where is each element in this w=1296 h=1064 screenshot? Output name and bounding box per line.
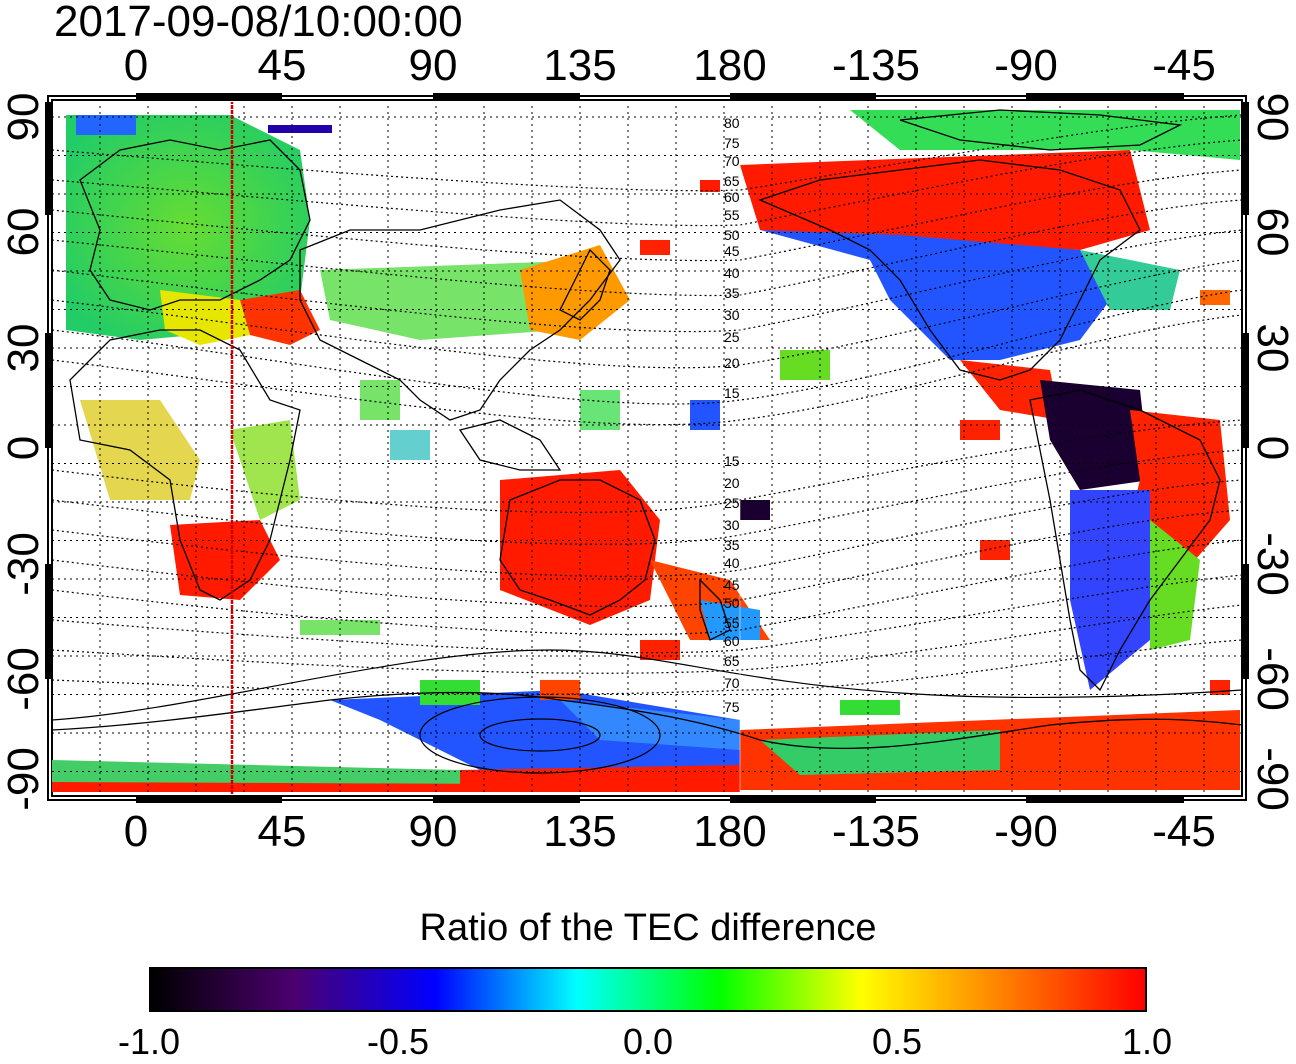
greenland-coast (899, 109, 1183, 151)
tick-top-label: -90 (994, 41, 1058, 90)
contour-label: 50 (724, 595, 740, 611)
contour-label: 15 (724, 453, 740, 469)
colorbar-label: Ratio of the TEC difference (419, 907, 877, 949)
japan-orange (520, 245, 630, 340)
tick-top-label: 135 (543, 41, 617, 90)
south-pole-red (52, 782, 740, 792)
arctic-green (850, 110, 1240, 160)
contour-label: 80 (724, 115, 740, 131)
contour-label: 20 (724, 355, 740, 371)
coastlines (52, 109, 1242, 750)
tick-top-label: 0 (123, 41, 149, 90)
europe-coast (79, 139, 311, 311)
nz-blue (700, 600, 760, 640)
contour-label: 55 (724, 615, 740, 631)
frame-tick-marks (45, 93, 1249, 803)
east-africa-green (230, 420, 300, 520)
europe-red-spots (240, 290, 320, 345)
contour-label: 20 (724, 475, 740, 491)
inner-frame (51, 99, 1243, 797)
contour-label: 70 (724, 153, 740, 169)
contour-label: 45 (724, 243, 740, 259)
tick-bot-label: 0 (123, 807, 149, 856)
colorbar-tick-label: 0.0 (622, 1021, 674, 1062)
contour-label: 65 (724, 653, 740, 669)
map-title: 2017-09-08/10:00:00 (54, 0, 463, 46)
contour-label: 40 (724, 265, 740, 281)
australia-red (500, 470, 660, 625)
contour-label: 35 (724, 285, 740, 301)
nz-coast (699, 578, 731, 641)
contour-label: 55 (724, 207, 740, 223)
tick-bot-label: -45 (1152, 807, 1216, 856)
tick-top-label: -45 (1152, 41, 1216, 90)
contour-label: 30 (724, 517, 740, 533)
antarctica-coast (52, 691, 1242, 750)
japan-coast (559, 248, 611, 321)
geomagnetic-contours (52, 114, 1242, 774)
contour-label: 35 (724, 537, 740, 553)
tick-bot-label: 45 (257, 807, 307, 856)
tick-bot-label: -90 (994, 807, 1058, 856)
sa-dark (1040, 380, 1150, 490)
colorbar-tick-label: -0.5 (366, 1021, 430, 1062)
contour-label: 25 (724, 329, 740, 345)
tick-bot-label: -135 (831, 807, 921, 856)
tick-bot-label: 135 (543, 807, 617, 856)
contour-label: 60 (724, 633, 740, 649)
south-america-coast (1029, 389, 1221, 692)
europe-green (66, 115, 310, 340)
contour-label: 50 (724, 227, 740, 243)
north-america-coast (758, 159, 1141, 381)
contour-labels: 8075706560555045403530252015152025303540… (724, 115, 740, 715)
south-america-blue (1070, 490, 1150, 690)
contour-label: 15 (724, 385, 740, 401)
antarctica-cyan (560, 700, 740, 750)
australia-coast (499, 479, 656, 616)
tick-top-label: 90 (408, 41, 458, 90)
tick-bot-label: 180 (693, 807, 767, 856)
contour-label: 25 (724, 495, 740, 511)
colorbar (149, 967, 1147, 1012)
tick-bot-label: 90 (408, 807, 458, 856)
africa-coast (69, 329, 301, 601)
grid-lines (52, 102, 1242, 794)
contour-label: 75 (724, 699, 740, 715)
mideast-yellow (160, 290, 250, 345)
asia-coast (299, 199, 621, 421)
africa-yellow (80, 400, 200, 500)
contour-label: 45 (724, 577, 740, 593)
contour-label: 65 (724, 173, 740, 189)
canada-red (740, 150, 1150, 250)
contour-label: 75 (724, 135, 740, 151)
central-america-red (960, 360, 1060, 420)
south-africa-red (170, 520, 280, 600)
indonesia-coast (458, 419, 562, 471)
colorbar-tick-label: 0.5 (871, 1021, 923, 1062)
colorbar-tick-label: -1.0 (117, 1021, 181, 1062)
colorbar-tick-label: 1.0 (1121, 1021, 1173, 1062)
tick-top-label: 45 (257, 41, 307, 90)
contour-label: 40 (724, 555, 740, 571)
tec-data-patches (52, 110, 1240, 792)
contour-label: 60 (724, 189, 740, 205)
contour-label: 30 (724, 307, 740, 323)
contour-label: 70 (724, 675, 740, 691)
tick-top-label: 180 (693, 41, 767, 90)
north-america-blue (760, 230, 1110, 360)
tick-top-label: -135 (831, 41, 921, 90)
